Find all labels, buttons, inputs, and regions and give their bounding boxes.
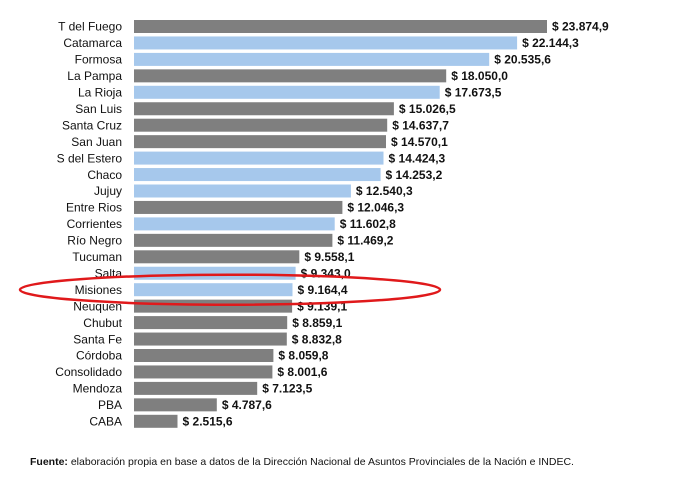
value-label-san-juan: $ 14.570,1	[391, 135, 448, 149]
bar-san-luis	[134, 102, 394, 116]
value-label-t-del-fuego: $ 23.874,9	[552, 20, 609, 34]
value-label-misiones: $ 9.164,4	[298, 283, 348, 297]
bar-rio-negro	[134, 233, 333, 247]
bar-tucuman	[134, 250, 300, 264]
bar-la-pampa	[134, 69, 447, 83]
source-label: Fuente:	[30, 456, 68, 468]
bar-entre-rios	[134, 200, 343, 214]
value-label-formosa: $ 20.535,6	[494, 53, 551, 67]
bar-neuquen	[134, 299, 293, 313]
bar-la-rioja	[134, 85, 440, 99]
value-label-caba: $ 2.515,6	[183, 415, 233, 429]
category-label-la-rioja: La Rioja	[78, 86, 122, 100]
category-label-consolidado: Consolidado	[55, 365, 122, 379]
value-label-pba: $ 4.787,6	[222, 398, 272, 412]
bar-pba	[134, 398, 217, 412]
value-label-jujuy: $ 12.540,3	[356, 184, 413, 198]
value-label-entre-rios: $ 12.046,3	[347, 201, 404, 215]
value-label-corrientes: $ 11.602,8	[340, 217, 396, 231]
value-label-rio-negro: $ 11.469,2	[337, 234, 393, 248]
highlight-ellipse	[18, 273, 442, 306]
bar-chaco	[134, 168, 381, 182]
category-label-mendoza: Mendoza	[73, 382, 123, 396]
value-label-tucuman: $ 9.558,1	[304, 250, 354, 264]
bar-misiones	[134, 283, 293, 297]
category-label-chaco: Chaco	[87, 168, 122, 182]
category-label-corrientes: Corrientes	[67, 217, 122, 231]
bar-cordoba	[134, 349, 274, 362]
bar-caba	[134, 414, 178, 428]
bar-catamarca	[134, 36, 518, 50]
value-label-san-luis: $ 15.026,5	[399, 102, 456, 116]
category-label-tucuman: Tucuman	[72, 250, 122, 264]
bar-salta	[134, 266, 296, 280]
bar-santa-fe	[134, 332, 287, 346]
category-label-jujuy: Jujuy	[94, 184, 122, 198]
bar-consolidado	[134, 365, 273, 379]
category-label-pba: PBA	[98, 398, 122, 412]
category-label-cordoba: Córdoba	[76, 349, 122, 363]
value-label-consolidado: $ 8.001,6	[277, 365, 327, 379]
value-label-cordoba: $ 8.059,8	[278, 349, 328, 363]
value-label-chaco: $ 14.253,2	[386, 168, 443, 182]
bar-chubut	[134, 316, 288, 330]
bar-san-juan	[134, 135, 386, 149]
value-label-santa-fe: $ 8.832,8	[292, 332, 342, 346]
source-note: Fuente: elaboración propia en base a dat…	[30, 456, 574, 468]
category-label-chubut: Chubut	[83, 316, 122, 330]
bar-s-del-estero	[134, 151, 384, 165]
value-label-salta: $ 9.343,0	[301, 266, 351, 280]
value-label-catamarca: $ 22.144,3	[522, 36, 579, 50]
category-label-rio-negro: Río Negro	[67, 234, 122, 248]
value-label-la-rioja: $ 17.673,5	[445, 86, 502, 100]
bar-jujuy	[134, 184, 351, 198]
source-text: elaboración propia en base a datos de la…	[67, 456, 574, 468]
bar-formosa	[134, 52, 490, 66]
category-label-santa-cruz: Santa Cruz	[62, 118, 122, 132]
bar-corrientes	[134, 217, 335, 231]
category-label-caba: CABA	[89, 415, 122, 429]
bar-t-del-fuego	[134, 20, 547, 33]
value-label-mendoza: $ 7.123,5	[262, 382, 312, 396]
value-label-chubut: $ 8.859,1	[292, 316, 342, 330]
category-label-entre-rios: Entre Rios	[66, 201, 122, 215]
value-label-santa-cruz: $ 14.637,7	[392, 118, 449, 132]
category-label-t-del-fuego: T del Fuego	[58, 20, 122, 34]
category-label-catamarca: Catamarca	[63, 36, 122, 50]
category-label-misiones: Misiones	[75, 283, 122, 297]
category-label-santa-fe: Santa Fe	[73, 332, 122, 346]
category-label-formosa: Formosa	[75, 53, 123, 67]
bar-mendoza	[134, 381, 258, 395]
value-label-s-del-estero: $ 14.424,3	[389, 151, 446, 165]
category-label-san-luis: San Luis	[75, 102, 122, 116]
category-label-la-pampa: La Pampa	[67, 69, 122, 83]
category-label-san-juan: San Juan	[71, 135, 122, 149]
bar-santa-cruz	[134, 118, 388, 132]
category-label-s-del-estero: S del Estero	[57, 151, 123, 165]
value-label-la-pampa: $ 18.050,0	[451, 69, 508, 83]
